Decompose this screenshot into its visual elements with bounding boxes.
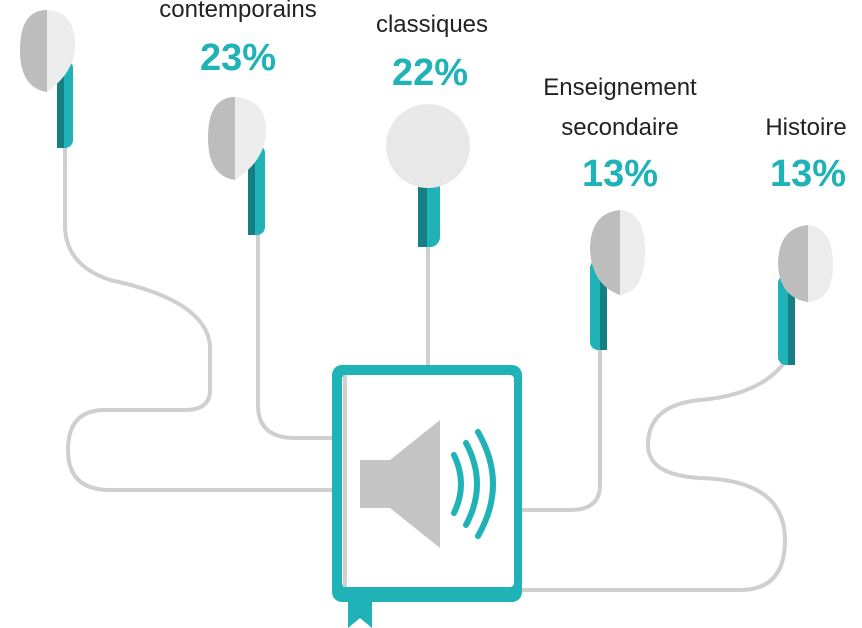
item-value: 13% — [582, 153, 658, 195]
earbud — [778, 225, 833, 365]
earbud — [590, 210, 645, 350]
item-label: contemporains — [159, 0, 316, 23]
earbud — [20, 10, 75, 148]
earbud — [208, 97, 266, 235]
earbud — [386, 104, 470, 247]
item-value: 22% — [392, 52, 468, 94]
item-label: classiques — [376, 11, 488, 38]
audiobook — [332, 365, 522, 628]
wire — [256, 232, 332, 440]
wires — [63, 145, 788, 592]
wire — [63, 145, 332, 492]
item-value: 23% — [200, 37, 276, 79]
wire — [522, 360, 788, 592]
labels: contemporains 23% classiques 22% Enseign… — [159, 0, 846, 195]
item-value: 13% — [770, 153, 846, 195]
item-label: Enseignement — [543, 74, 697, 101]
item-label: Histoire — [765, 114, 846, 141]
earbuds — [20, 10, 833, 365]
item-label: secondaire — [561, 114, 678, 141]
wire — [522, 348, 602, 512]
